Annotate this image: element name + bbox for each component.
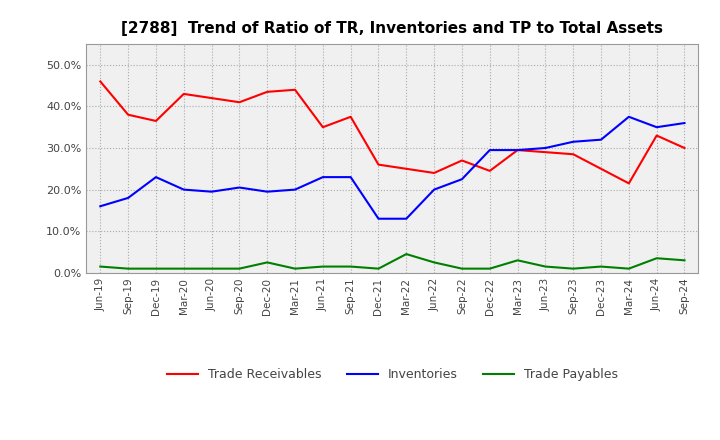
Inventories xyxy=(124,195,132,201)
Legend: Trade Receivables, Inventories, Trade Payables: Trade Receivables, Inventories, Trade Pa… xyxy=(162,363,623,385)
Trade Receivables xyxy=(207,95,216,101)
Trade Payables xyxy=(179,266,188,271)
Trade Payables xyxy=(485,266,494,271)
Trade Payables xyxy=(374,266,383,271)
Trade Payables xyxy=(513,258,522,263)
Trade Receivables xyxy=(430,170,438,176)
Trade Receivables xyxy=(346,114,355,119)
Trade Payables xyxy=(430,260,438,265)
Trade Receivables xyxy=(124,112,132,117)
Trade Payables xyxy=(402,251,410,257)
Inventories xyxy=(402,216,410,221)
Trade Receivables xyxy=(485,168,494,173)
Trade Receivables xyxy=(402,166,410,172)
Trade Payables xyxy=(458,266,467,271)
Line: Inventories: Inventories xyxy=(100,117,685,219)
Trade Receivables xyxy=(513,147,522,153)
Inventories xyxy=(680,121,689,126)
Inventories xyxy=(152,175,161,180)
Trade Payables xyxy=(624,266,633,271)
Trade Payables xyxy=(263,260,271,265)
Trade Receivables xyxy=(569,152,577,157)
Trade Receivables xyxy=(374,162,383,167)
Trade Receivables xyxy=(458,158,467,163)
Inventories xyxy=(541,145,550,150)
Line: Trade Payables: Trade Payables xyxy=(100,254,685,269)
Inventories xyxy=(263,189,271,194)
Trade Receivables xyxy=(541,150,550,155)
Inventories xyxy=(374,216,383,221)
Trade Receivables xyxy=(152,118,161,124)
Inventories xyxy=(485,147,494,153)
Trade Receivables xyxy=(318,125,327,130)
Trade Payables xyxy=(152,266,161,271)
Inventories xyxy=(624,114,633,119)
Inventories xyxy=(346,175,355,180)
Trade Payables xyxy=(346,264,355,269)
Trade Receivables xyxy=(96,79,104,84)
Trade Payables xyxy=(207,266,216,271)
Trade Receivables xyxy=(652,133,661,138)
Trade Payables xyxy=(318,264,327,269)
Trade Payables xyxy=(680,258,689,263)
Line: Trade Receivables: Trade Receivables xyxy=(100,81,685,183)
Inventories xyxy=(291,187,300,192)
Inventories xyxy=(652,125,661,130)
Inventories xyxy=(318,175,327,180)
Inventories xyxy=(569,139,577,144)
Trade Receivables xyxy=(263,89,271,95)
Trade Receivables xyxy=(680,145,689,150)
Inventories xyxy=(207,189,216,194)
Trade Payables xyxy=(96,264,104,269)
Inventories xyxy=(597,137,606,142)
Inventories xyxy=(513,147,522,153)
Title: [2788]  Trend of Ratio of TR, Inventories and TP to Total Assets: [2788] Trend of Ratio of TR, Inventories… xyxy=(122,21,663,36)
Trade Receivables xyxy=(179,91,188,96)
Inventories xyxy=(235,185,243,190)
Trade Payables xyxy=(569,266,577,271)
Trade Payables xyxy=(235,266,243,271)
Trade Payables xyxy=(124,266,132,271)
Inventories xyxy=(96,204,104,209)
Trade Payables xyxy=(541,264,550,269)
Trade Receivables xyxy=(624,181,633,186)
Trade Receivables xyxy=(597,166,606,172)
Trade Receivables xyxy=(235,99,243,105)
Inventories xyxy=(458,176,467,182)
Trade Payables xyxy=(597,264,606,269)
Trade Payables xyxy=(652,256,661,261)
Trade Receivables xyxy=(291,87,300,92)
Inventories xyxy=(430,187,438,192)
Inventories xyxy=(179,187,188,192)
Trade Payables xyxy=(291,266,300,271)
